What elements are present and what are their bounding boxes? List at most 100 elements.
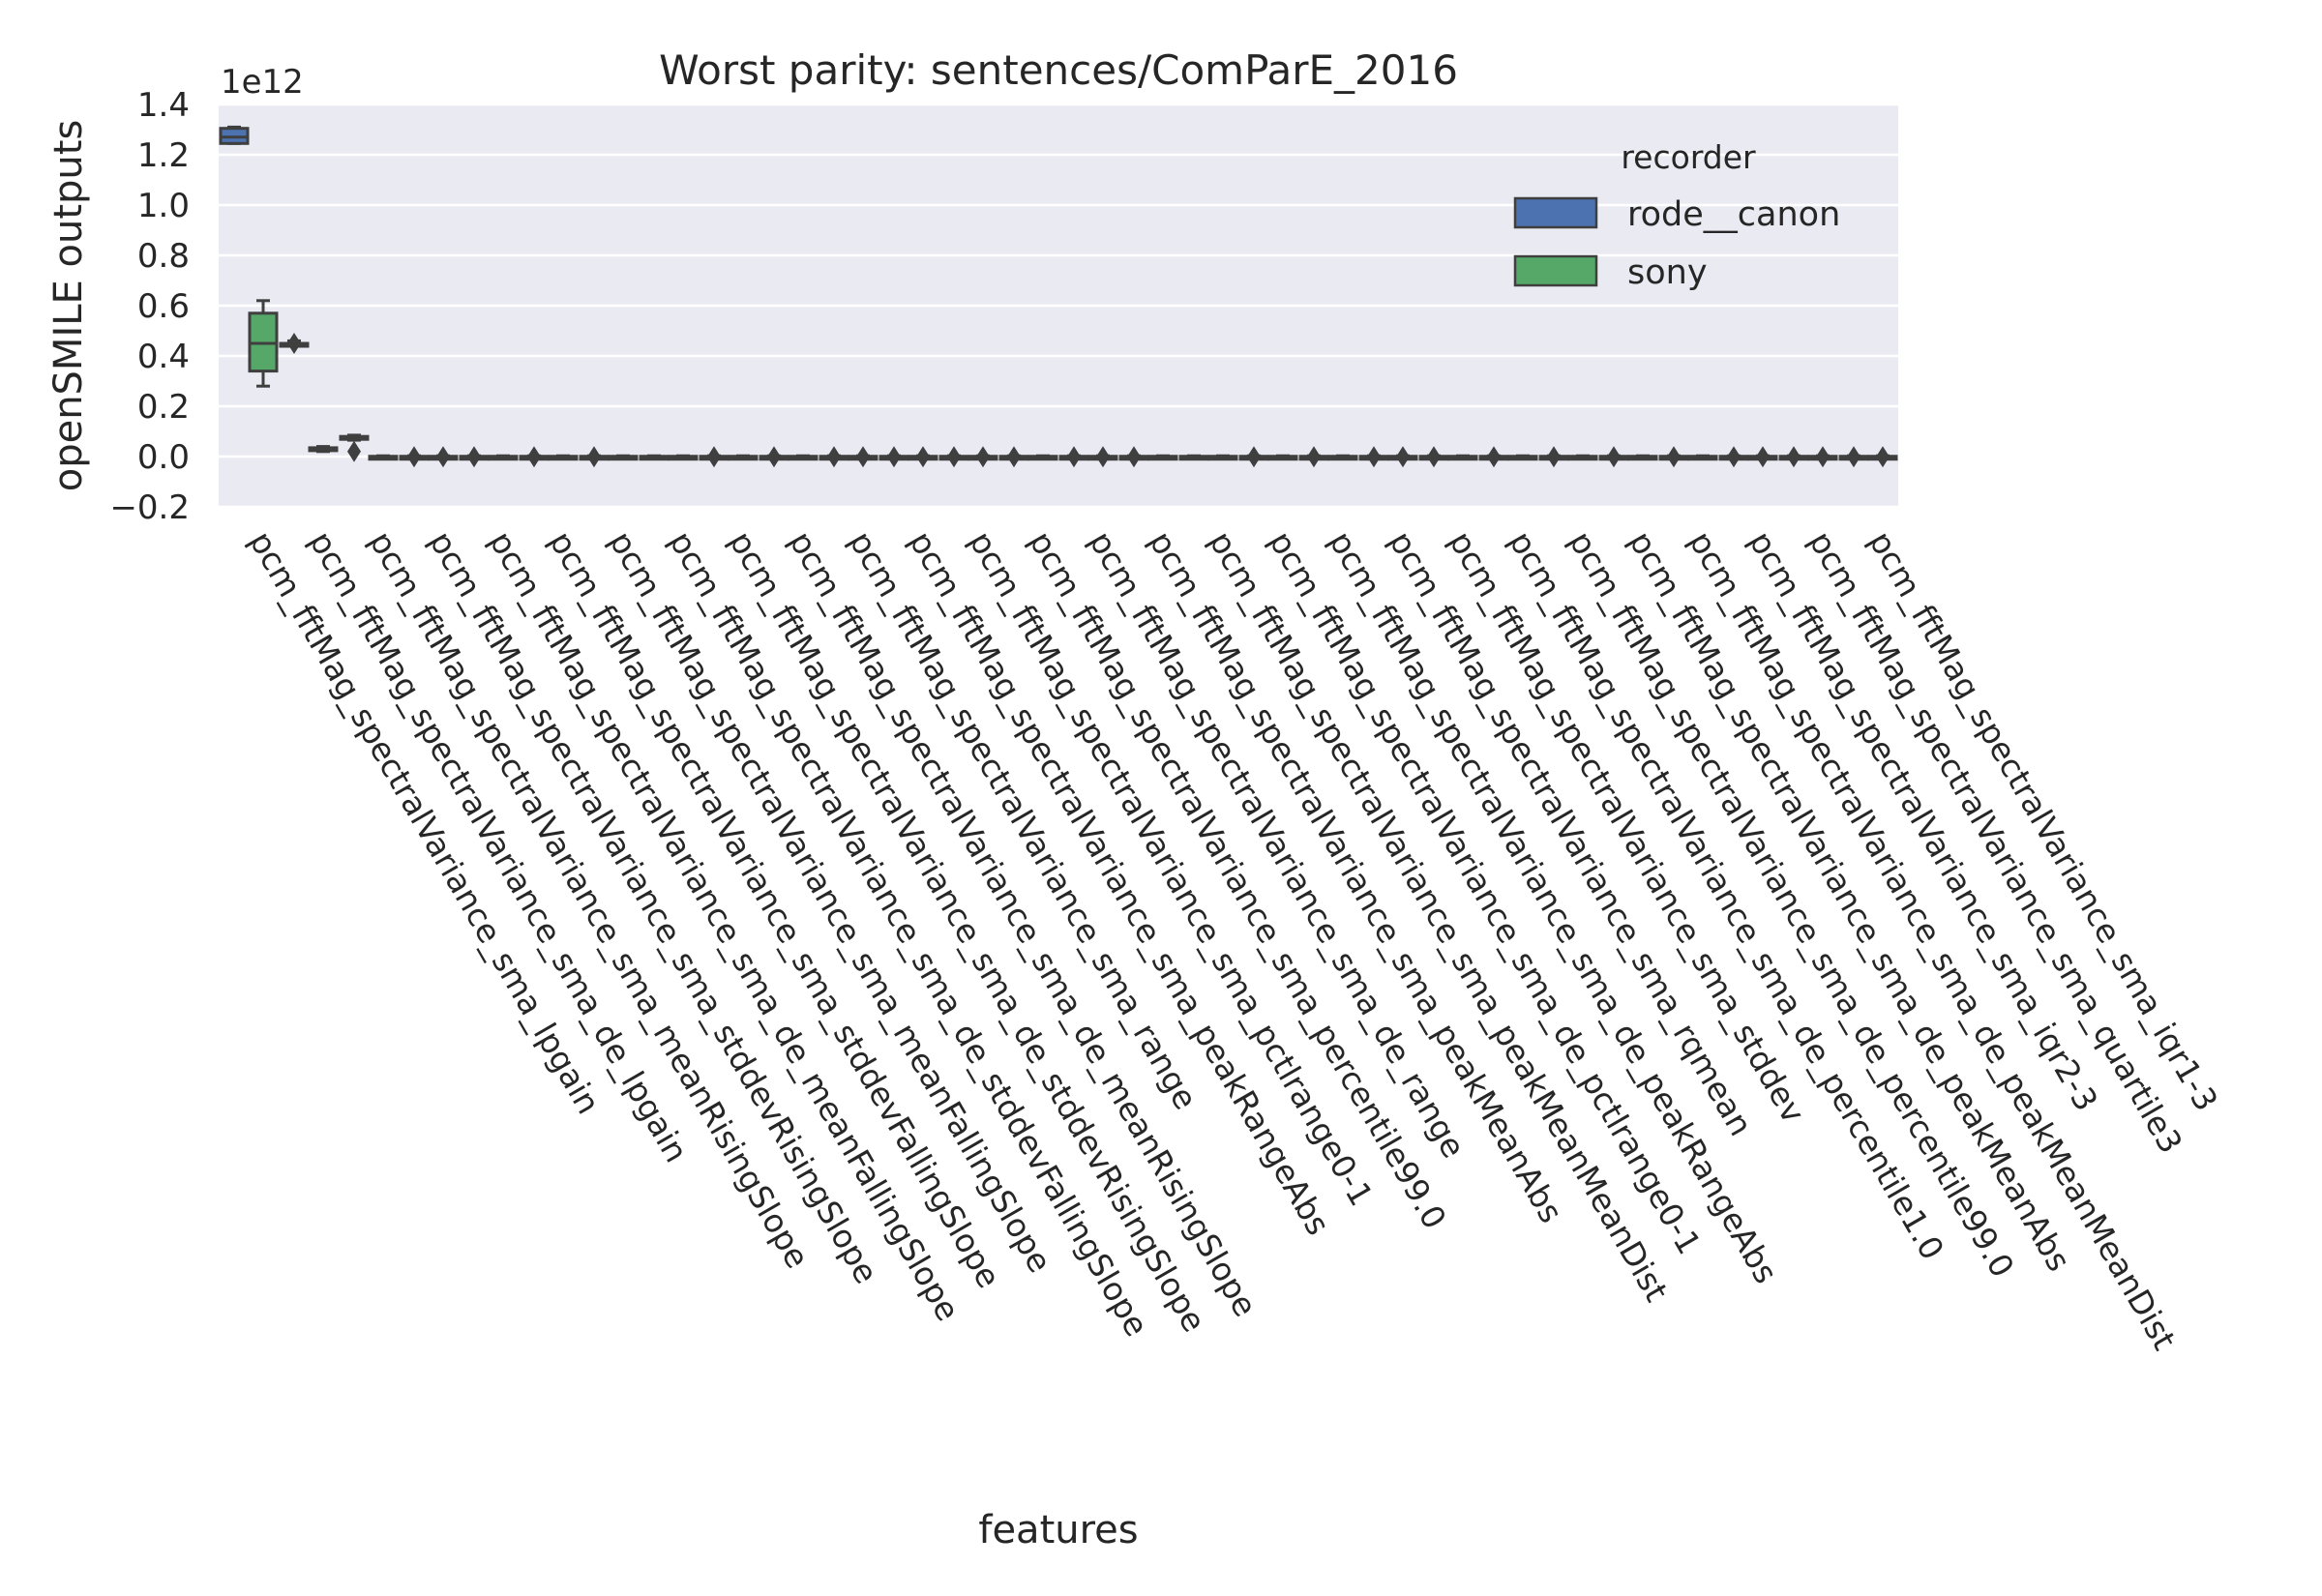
- box-rode__canon: [1778, 446, 1809, 468]
- box-outlier: [1007, 446, 1021, 468]
- box-rode__canon: [1358, 446, 1389, 468]
- box-rode__canon: [1178, 454, 1209, 461]
- box-outlier: [1847, 446, 1861, 468]
- box-outlier: [1607, 446, 1621, 468]
- box-outlier: [1787, 446, 1801, 468]
- box-rode__canon: [1478, 446, 1509, 468]
- y-tick-label: 0.0: [137, 438, 190, 477]
- box-sony: [668, 454, 699, 461]
- box-sony: [1507, 454, 1538, 461]
- box-outlier: [887, 446, 901, 468]
- box-rode__canon: [399, 446, 430, 468]
- box-outlier: [587, 446, 601, 468]
- chart-title: Worst parity: sentences/ComParE_2016: [659, 46, 1458, 94]
- box-rode__canon: [759, 446, 789, 468]
- box-sony: [728, 454, 759, 461]
- box-sony: [428, 446, 459, 468]
- box-rode__canon: [459, 446, 490, 468]
- box-rode__canon: [1058, 446, 1089, 468]
- box-outlier: [976, 446, 990, 468]
- box-sony: [788, 454, 819, 461]
- box-outlier: [1307, 446, 1321, 468]
- box-outlier: [1816, 446, 1830, 468]
- box-series: [219, 125, 1898, 468]
- box-outlier: [707, 446, 721, 468]
- y-tick-label: 1.4: [137, 86, 190, 125]
- box-outlier: [1096, 446, 1110, 468]
- x-axis-label: features: [978, 1508, 1138, 1552]
- box-sony: [1627, 454, 1658, 461]
- box-sony: [1387, 446, 1418, 468]
- box-outlier: [1727, 446, 1741, 468]
- box-outlier: [1367, 446, 1381, 468]
- box-outlier: [1756, 446, 1770, 468]
- box-outlier: [1127, 446, 1141, 468]
- box-outlier: [767, 446, 781, 468]
- box-outlier: [287, 333, 301, 354]
- box-outlier: [1067, 446, 1081, 468]
- box-sony: [1147, 454, 1178, 461]
- box-outlier: [1876, 446, 1890, 468]
- box-rode__canon: [1718, 446, 1749, 468]
- box-outlier: [467, 446, 481, 468]
- box-sony: [608, 454, 639, 461]
- box-outlier: [916, 446, 930, 468]
- box-sony: [488, 454, 519, 461]
- box-outlier: [947, 446, 961, 468]
- box-outlier: [1427, 446, 1441, 468]
- box-rode__canon: [938, 446, 969, 468]
- y-axis-ticks: −0.2 0.0 0.2 0.4 0.6 0.8 1.0 1.2 1.4: [109, 86, 190, 527]
- y-axis-multiplier: 1e12: [221, 63, 304, 102]
- box-outlier: [1667, 446, 1681, 468]
- y-axis-label: openSMILE outputs: [46, 120, 91, 492]
- box-rode__canon: [1418, 446, 1449, 468]
- box-rode__canon: [279, 333, 310, 354]
- box-sony: [848, 446, 878, 468]
- box-sony: [1327, 454, 1358, 461]
- box-outlier: [1547, 446, 1561, 468]
- box-sony: [1567, 454, 1598, 461]
- box-outlier: [1487, 446, 1501, 468]
- box-rode__canon: [639, 454, 670, 461]
- box-outlier: [1247, 446, 1261, 468]
- box-rode__canon: [1658, 446, 1689, 468]
- box-rode__canon: [1118, 446, 1149, 468]
- box-sony: [1207, 454, 1238, 461]
- box-rode__canon: [339, 433, 370, 462]
- legend-swatch-rode-canon: [1513, 196, 1598, 229]
- box-rode__canon: [878, 446, 909, 468]
- box-rode__canon: [699, 446, 729, 468]
- box-outlier: [827, 446, 841, 468]
- box-sony: [908, 446, 938, 468]
- legend-label-rode-canon: rode__canon: [1627, 195, 1840, 234]
- box-sony: [308, 445, 339, 454]
- box-rode__canon: [819, 446, 849, 468]
- legend-swatch-sony: [1513, 254, 1598, 287]
- y-tick-label: 1.2: [137, 136, 190, 175]
- box-sony: [368, 454, 399, 461]
- box-outlier: [527, 446, 541, 468]
- y-tick-label: 0.4: [137, 338, 190, 376]
- box-outlier: [347, 440, 361, 462]
- box-rode__canon: [519, 446, 550, 468]
- legend-title: recorder: [1621, 138, 1756, 176]
- box-sony: [1687, 454, 1718, 461]
- grid-lines: [219, 103, 1898, 509]
- box-outlier: [407, 446, 421, 468]
- box-outlier: [1396, 446, 1410, 468]
- box-sony: [1807, 446, 1838, 468]
- y-tick-label: 0.2: [137, 388, 190, 427]
- box-rode__canon: [1298, 446, 1329, 468]
- box-sony: [1267, 454, 1298, 461]
- box-sony: [1867, 446, 1898, 468]
- box-sony: [248, 299, 279, 388]
- x-axis-ticks: pcm_fftMag_spectralVariance_sma_lpgainpc…: [242, 525, 2225, 1357]
- box-sony: [1747, 446, 1778, 468]
- box-sony: [548, 454, 579, 461]
- legend: recorder rode__canon sony: [1513, 138, 1840, 292]
- box-rode__canon: [579, 446, 610, 468]
- y-tick-label: −0.2: [109, 488, 190, 527]
- box-outlier: [436, 446, 450, 468]
- y-tick-label: 0.6: [137, 287, 190, 326]
